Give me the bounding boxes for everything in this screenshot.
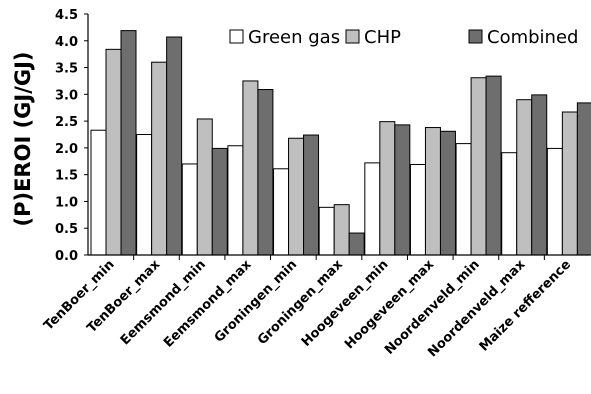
bar-combined: [348, 232, 365, 256]
y-tick-label: 2.5: [55, 115, 78, 130]
y-tick-label: 0.0: [55, 249, 78, 264]
bar-green-gas: [455, 143, 472, 256]
legend-swatch-chp: [345, 29, 360, 44]
x-tick-label: Groningen_max: [255, 257, 346, 348]
bar-combined: [394, 124, 411, 256]
x-tick-label: Eemsmond_max: [161, 257, 255, 351]
y-tick-label: 2.0: [55, 142, 78, 157]
bar-green-gas: [409, 163, 426, 256]
y-tick-label: 4.0: [55, 35, 78, 50]
legend-swatch-combined: [468, 29, 483, 44]
y-tick-label: 1.5: [55, 169, 78, 184]
bar-combined: [576, 102, 591, 256]
x-tick-label: Hoogeveen_max: [342, 257, 437, 352]
legend-swatch-green-gas: [229, 29, 244, 44]
bar-green-gas: [136, 134, 153, 256]
bar-combined: [531, 94, 548, 256]
bar-chp: [470, 77, 487, 256]
x-tick-label: Eemsmond_min: [118, 257, 209, 348]
bar-green-gas: [546, 147, 563, 256]
bar-chp: [105, 48, 122, 256]
bar-chp: [196, 118, 213, 256]
legend-label-combined: Combined: [487, 27, 578, 48]
bar-chp: [288, 137, 305, 256]
legend-label-green-gas: Green gas: [248, 27, 340, 48]
bar-green-gas: [273, 168, 290, 256]
y-tick-label: 3.0: [55, 88, 78, 103]
x-tick-label: Groningen_min: [212, 257, 300, 345]
legend-label-chp: CHP: [364, 27, 401, 48]
bar-green-gas: [501, 152, 518, 256]
y-axis-label: (P)EROI (GJ/GJ): [11, 51, 35, 226]
bar-green-gas: [364, 162, 381, 256]
bar-green-gas: [181, 163, 198, 256]
bar-combined: [120, 30, 137, 256]
bar-chp: [379, 121, 396, 256]
bar-combined: [257, 89, 274, 256]
bar-combined: [211, 147, 228, 256]
bar-green-gas: [318, 206, 335, 256]
bar-chp: [424, 127, 441, 256]
bar-combined: [303, 134, 320, 256]
y-tick-label: 1.0: [55, 195, 78, 210]
bar-chp: [561, 111, 578, 256]
bar-combined: [485, 75, 502, 256]
x-tick-label: Hoogeveen_min: [299, 257, 392, 350]
bar-green-gas: [90, 129, 107, 256]
x-tick-label: Maize refference: [477, 257, 574, 354]
bar-green-gas: [227, 145, 244, 256]
bar-chp: [333, 204, 350, 256]
y-tick-label: 3.5: [55, 62, 78, 77]
bar-chp: [242, 80, 259, 256]
y-tick-label: 4.5: [55, 8, 78, 23]
bar-combined: [166, 36, 183, 256]
bar-chp: [516, 99, 533, 256]
bar-combined: [439, 130, 456, 256]
y-tick-label: 0.5: [55, 222, 78, 237]
legend-background: [215, 22, 591, 52]
bar-chp: [151, 61, 168, 256]
